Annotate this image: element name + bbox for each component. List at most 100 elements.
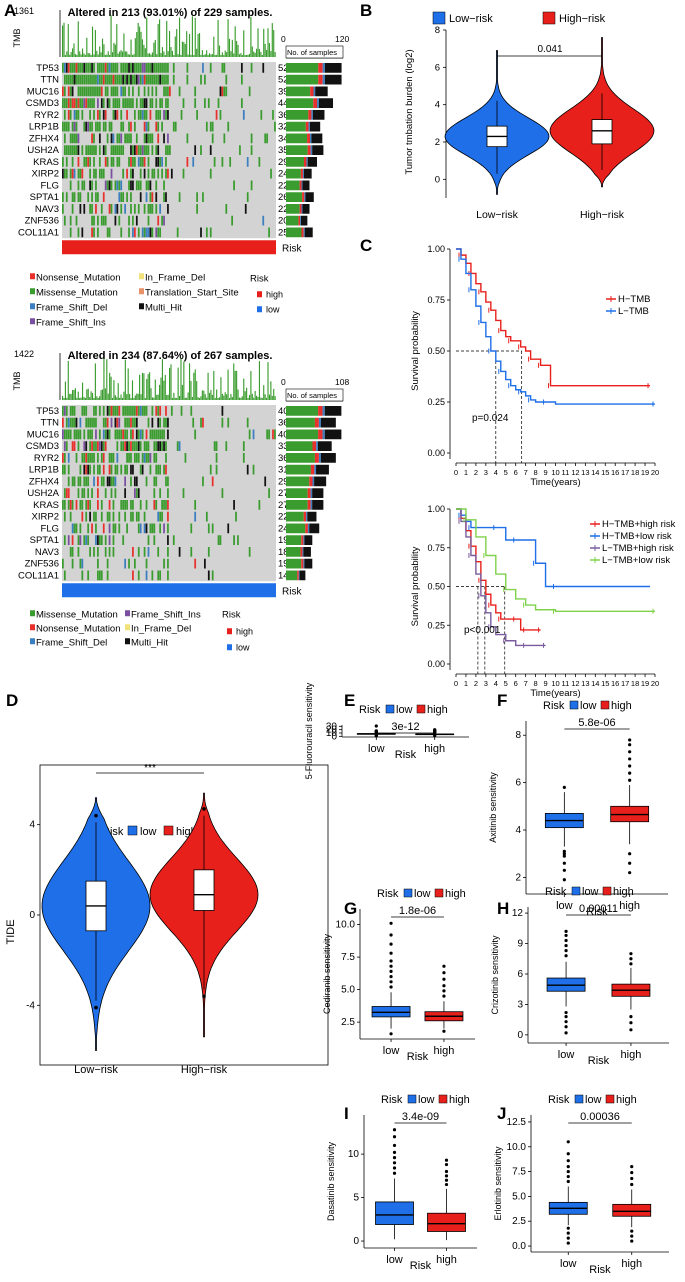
tmb-bar	[106, 359, 108, 400]
tmb-bar	[103, 358, 105, 400]
mutation-cell	[104, 86, 107, 97]
mutation-cell	[133, 558, 136, 569]
x-tick-label: 9	[543, 468, 547, 477]
mutation-cell	[161, 98, 163, 108]
mutation-cell	[81, 110, 84, 120]
tmb-bar	[217, 397, 219, 400]
mutation-cell	[153, 476, 156, 487]
mutation-cell	[143, 121, 146, 132]
mutation-cell	[200, 417, 202, 428]
mutation-cell	[62, 500, 64, 510]
mutation-cell	[73, 121, 76, 132]
mutation-cell	[112, 523, 115, 534]
mutation-cell	[126, 74, 128, 85]
y-tick-label: 0	[331, 731, 337, 742]
outlier-point	[566, 1169, 570, 1174]
mutation-cell	[118, 98, 121, 108]
mutation-cell	[69, 74, 72, 85]
mutation-cell	[104, 110, 107, 120]
mutation-cell	[149, 74, 152, 85]
legend-swatch-low	[407, 1094, 417, 1104]
gene-label: COL11A1	[18, 570, 59, 581]
mutation-cell	[165, 441, 167, 451]
mutation-cell	[83, 488, 86, 498]
mutation-cell	[83, 74, 86, 85]
mutation-cell	[116, 110, 119, 120]
mutation-cell	[139, 145, 142, 155]
gene-label: LRP1B	[29, 465, 59, 476]
mutation-cell	[87, 145, 90, 155]
mutation-cell	[159, 110, 162, 120]
mutation-cell	[100, 215, 103, 226]
gene-count-segment	[286, 98, 314, 108]
x-tick-label: 4	[494, 679, 498, 688]
mutation-cell	[143, 453, 146, 463]
tmb-bar	[204, 394, 206, 400]
tmb-bar	[120, 394, 122, 400]
outlier-point	[629, 957, 633, 961]
tmb-bar	[114, 44, 116, 57]
mutation-cell	[233, 500, 235, 510]
gene-count-segment	[286, 476, 310, 487]
mutation-cell	[137, 204, 140, 214]
mutation-cell	[149, 110, 152, 120]
mutation-cell	[114, 523, 117, 534]
mutation-cell	[192, 157, 195, 167]
legend-swatch	[227, 644, 232, 651]
mutation-cell	[81, 511, 84, 522]
mutation-cell	[87, 157, 90, 167]
mutation-cell	[132, 511, 134, 522]
mutation-cell	[139, 192, 142, 202]
y-tick-label: 0	[517, 1030, 523, 1041]
mutation-cell	[139, 429, 142, 440]
legend-swatch-high	[542, 11, 556, 25]
mutation-cell	[65, 192, 68, 202]
mutation-cell	[176, 441, 179, 451]
x-tick-label: 12	[571, 679, 579, 688]
mutation-cell	[63, 453, 66, 463]
mutation-cell	[98, 74, 101, 85]
tmb-bar	[96, 396, 98, 400]
mutation-cell	[202, 63, 204, 73]
mutation-cell	[135, 215, 138, 226]
mutation-cell	[149, 429, 152, 440]
mutation-cell	[139, 523, 142, 534]
gene-count-segment	[316, 464, 329, 475]
mutation-cell	[85, 500, 88, 510]
gene-count-segment	[317, 441, 332, 451]
mutation-cell	[223, 63, 226, 73]
mutation-cell	[62, 558, 64, 569]
mutation-cell	[73, 98, 76, 108]
mutation-cell	[165, 74, 167, 85]
mutation-cell	[95, 535, 97, 545]
mutation-cell	[98, 145, 101, 155]
mutation-cell	[141, 145, 144, 155]
count-axis-box	[285, 388, 344, 402]
x-tick-label: 8	[534, 679, 538, 688]
mutation-cell	[130, 453, 132, 463]
tmb-bar	[177, 54, 179, 57]
outlier-point	[392, 1135, 397, 1139]
mutation-cell	[93, 476, 95, 487]
tmb-bar	[76, 54, 78, 57]
tmb-bar	[186, 397, 188, 400]
tmb-bar	[231, 396, 233, 400]
mutation-cell	[118, 74, 121, 85]
mutation-cell	[112, 500, 115, 510]
tmb-bar	[170, 47, 172, 57]
mutation-cell	[112, 157, 115, 167]
x-tick-label: 15	[601, 679, 609, 688]
tmb-bar	[213, 370, 215, 400]
mutation-cell	[114, 145, 117, 155]
tmb-bar	[183, 42, 185, 57]
mutation-cell	[118, 145, 121, 155]
mutation-cell	[133, 441, 136, 451]
mutation-cell	[91, 180, 93, 191]
mutation-cell	[192, 417, 195, 428]
tmb-bar	[114, 395, 116, 400]
mutation-cell	[71, 74, 74, 85]
gene-count-segment	[286, 168, 301, 179]
tmb-bar	[220, 377, 222, 400]
legend-high-label: high	[449, 1094, 470, 1106]
